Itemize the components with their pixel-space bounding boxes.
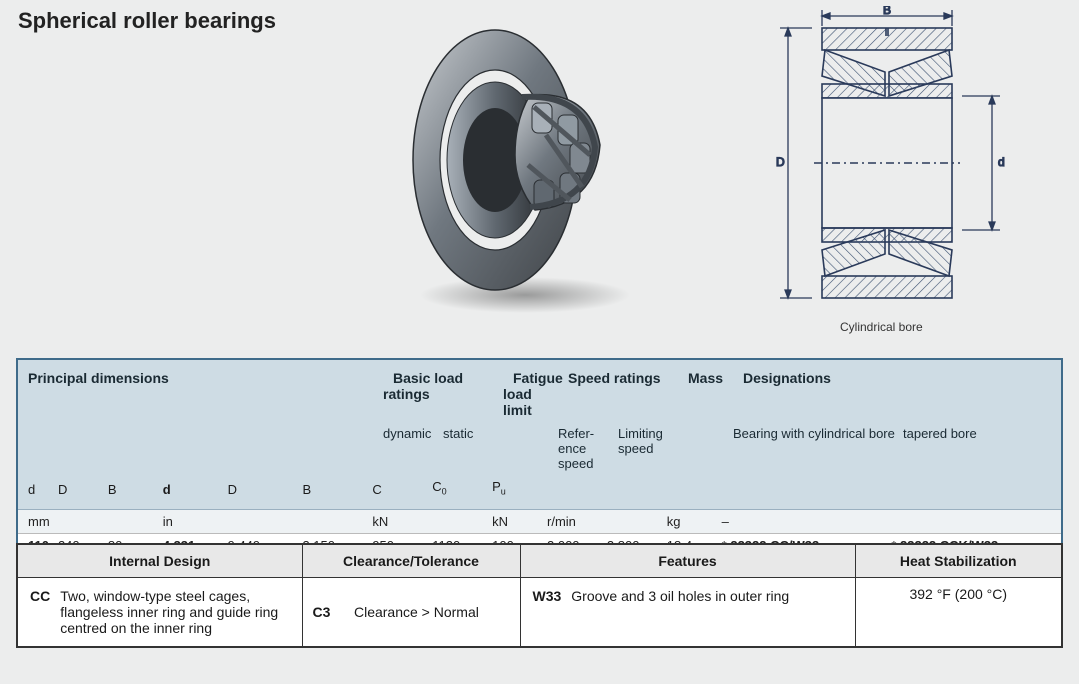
group-principal: Principal dimensions (18, 370, 169, 386)
feat-w33-text: Groove and 3 oil holes in outer ring (571, 588, 789, 604)
technical-drawing: B D d (770, 6, 1060, 336)
feat-c3-text: Clearance > Normal (354, 604, 479, 620)
feat-heat-cell: 392 °F (200 °C) (855, 578, 1062, 648)
feat-cc-text: Two, window-type steel cages, flangeless… (60, 588, 289, 636)
sub-static: static (443, 422, 503, 445)
col-D1: D (58, 478, 108, 501)
feat-c3-code: C3 (313, 604, 339, 620)
unit-in: in (163, 510, 228, 533)
col-C0: C0 (432, 475, 492, 501)
unit-kN2: kN (492, 510, 547, 533)
feat-w33-cell: W33 Groove and 3 oil holes in outer ring (520, 578, 855, 648)
group-speed: Speed ratings (558, 370, 661, 386)
svg-text:D: D (776, 155, 785, 169)
feat-header-internal: Internal Design (17, 544, 302, 578)
feat-w33-code: W33 (533, 588, 570, 604)
dim-header: Principal dimensions Basic load ratings … (18, 360, 1061, 510)
col-C: C (372, 478, 432, 501)
features-table: Internal Design Clearance/Tolerance Feat… (16, 543, 1063, 648)
feat-cc-code: CC (30, 588, 58, 636)
sub-cylbore: Bearing with cylindrical bore (733, 422, 903, 445)
unit-rmin: r/min (547, 510, 607, 533)
page-title: Spherical roller bearings (18, 8, 276, 34)
col-d1: d (18, 478, 58, 501)
unit-kg: kg (667, 510, 722, 533)
unit-kN: kN (372, 510, 432, 533)
svg-text:d: d (998, 155, 1005, 169)
col-B1: B (108, 478, 163, 501)
sub-refspeed: Refer- ence speed (558, 422, 618, 475)
group-mass: Mass (678, 370, 723, 386)
col-B2: B (302, 478, 372, 501)
group-basicload: Basic load ratings (383, 370, 463, 402)
unit-dash: – (722, 510, 892, 533)
col-d2: d (163, 478, 228, 501)
dim-units-row: mm in kN kN r/min kg – (18, 510, 1061, 534)
feat-header-heat: Heat Stabilization (855, 544, 1062, 578)
feat-header-features: Features (520, 544, 855, 578)
bearing-3d-illustration (410, 15, 640, 315)
feat-cc-cell: CC Two, window-type steel cages, flangel… (17, 578, 302, 648)
sub-limspeed: Limiting speed (618, 422, 678, 460)
dimensions-table: Principal dimensions Basic load ratings … (16, 358, 1063, 559)
feat-header-clearance: Clearance/Tolerance (302, 544, 520, 578)
group-designations: Designations (733, 370, 831, 386)
sub-dynamic: dynamic (383, 422, 443, 445)
sub-tapbore: tapered bore (903, 422, 1053, 445)
drawing-caption: Cylindrical bore (840, 320, 923, 334)
unit-mm: mm (18, 510, 58, 533)
group-fatigue: Fatigue load limit (503, 370, 563, 418)
col-Pu: Pu (492, 475, 547, 501)
svg-text:B: B (883, 6, 891, 17)
col-D2: D (228, 478, 303, 501)
feat-c3-cell: C3 Clearance > Normal (302, 578, 520, 648)
